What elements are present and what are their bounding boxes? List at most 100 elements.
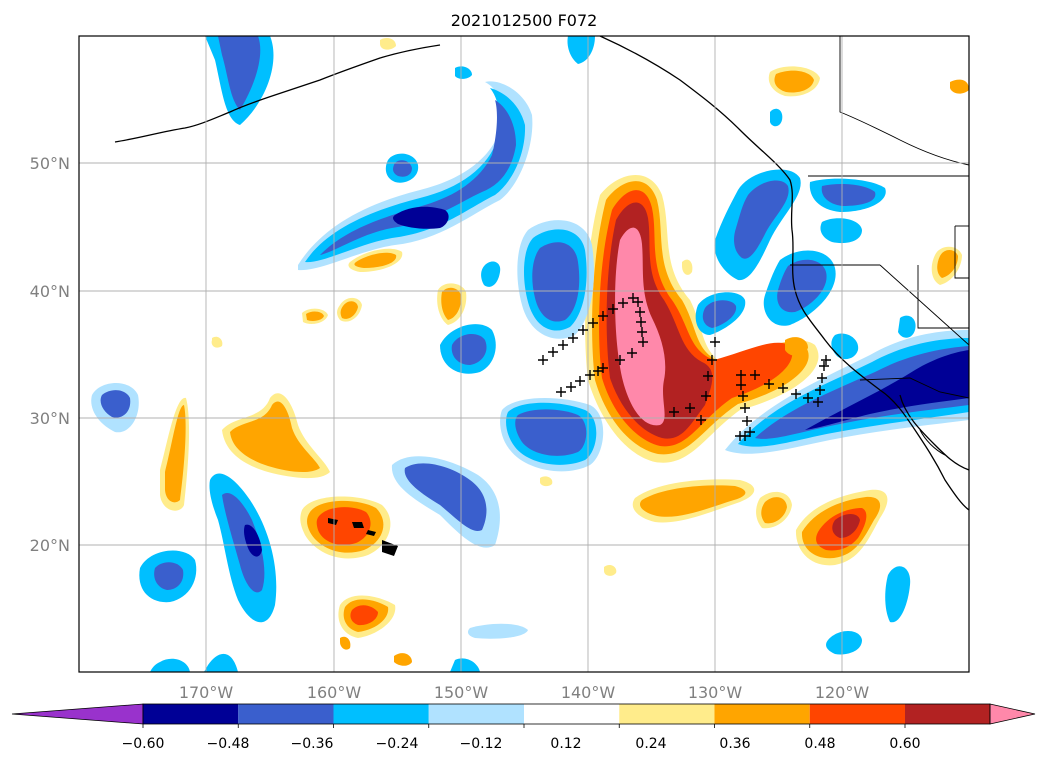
plus-marker <box>742 416 752 426</box>
latitude-labels: 50°N 40°N 30°N 20°N <box>30 154 70 555</box>
plus-marker <box>764 379 774 389</box>
plus-marker <box>815 385 825 395</box>
lat-label-40n: 40°N <box>30 282 70 301</box>
colorbar-tick-label: 0.48 <box>804 736 835 752</box>
pos-blob-sm-b <box>540 476 553 487</box>
plus-marker <box>575 376 585 386</box>
neg-blob-south-c <box>515 409 587 456</box>
lat-label-20n: 20°N <box>30 536 70 555</box>
pos-blob-ne <box>950 79 969 94</box>
neg-filament-north-c <box>320 100 516 255</box>
colorbar-tick-label: −0.24 <box>376 736 419 752</box>
pos-blob-sm-h <box>785 337 808 356</box>
colorbar-tick-label: −0.36 <box>291 736 334 752</box>
plus-marker <box>819 361 829 371</box>
neg-aleutian-b <box>218 36 261 110</box>
hawaii-islands <box>328 518 398 556</box>
plus-marker <box>701 391 711 401</box>
pos-blob-sm-f <box>380 38 396 50</box>
map-title: 2021012500 F072 <box>451 11 598 30</box>
plus-marker <box>696 415 706 425</box>
coastlines <box>114 36 969 511</box>
map-frame <box>78 35 970 673</box>
colorbar-tick-label: 0.12 <box>550 736 581 752</box>
plus-marker <box>736 370 746 380</box>
pos-blob-125w-2 <box>639 485 746 517</box>
neg-blob-e <box>898 315 916 338</box>
colorbar-tick-label: −0.60 <box>122 736 165 752</box>
plus-marker <box>735 431 745 441</box>
colorbar-tick-label: 0.60 <box>889 736 920 752</box>
plus-marker <box>568 333 578 343</box>
plus-marker <box>685 403 695 413</box>
neg-blob-hi-small <box>467 623 528 639</box>
plus-marker <box>750 370 760 380</box>
contour-field <box>91 36 969 672</box>
plus-marker <box>738 391 748 401</box>
lat-label-50n: 50°N <box>30 154 70 173</box>
pos-blob-165w-2 <box>230 401 320 473</box>
plus-marker <box>736 380 746 390</box>
colorbar-segment <box>714 704 810 724</box>
plus-marker <box>558 340 568 350</box>
plus-marker <box>538 355 548 365</box>
plus-marker <box>548 347 558 357</box>
colorbar-segment <box>428 704 524 724</box>
colorbar-segment <box>905 704 990 724</box>
pos-blob-155n-2 <box>354 252 397 268</box>
neg-blob-bc-core <box>821 184 876 206</box>
plus-marker <box>778 383 788 393</box>
neg-blob-135w-n-core <box>734 180 789 259</box>
lon-label-160w: 160°W <box>307 683 362 702</box>
neg-blob-145w-core <box>451 333 487 365</box>
pos-blob-sca-2 <box>937 250 958 278</box>
plus-marker <box>598 311 608 321</box>
political-borders <box>790 36 969 399</box>
pos-blob-alaska-2 <box>774 70 814 93</box>
pos-blob-sm-c <box>604 564 617 576</box>
plus-marker <box>740 403 750 413</box>
neg-blob-165w-core <box>244 524 262 557</box>
pos-blob-175w-2 <box>165 405 186 503</box>
plus-marker <box>615 355 625 365</box>
lon-label-150w: 150°W <box>434 683 489 702</box>
colorbar-tick-label: 0.24 <box>635 736 666 752</box>
colorbar-extension-high <box>989 703 1036 725</box>
neg-blob-140w-c <box>532 242 580 322</box>
neg-blob-ne-small <box>820 218 862 244</box>
pos-blob-hi-3 <box>316 507 371 546</box>
plus-marker <box>598 363 608 373</box>
pos-blob-157w-2 <box>340 301 358 319</box>
plus-marker <box>588 318 598 328</box>
plus-marker <box>707 355 717 365</box>
neg-blob-h <box>204 653 238 672</box>
neg-blob-d <box>831 333 859 360</box>
plus-marker <box>585 370 595 380</box>
station-markers <box>538 293 831 441</box>
lon-label-120w: 120°W <box>815 683 870 702</box>
plus-marker <box>710 337 720 347</box>
colorbar <box>11 703 1036 728</box>
colorbar-segment <box>143 704 239 724</box>
pos-blob-162w-2 <box>306 311 324 321</box>
lon-label-130w: 130°W <box>688 683 743 702</box>
pos-blob-148w-2 <box>441 287 462 320</box>
plus-marker <box>703 371 713 381</box>
colorbar-segment <box>809 704 905 724</box>
colorbar-extension-low <box>11 703 144 725</box>
neg-blob-a <box>481 261 501 287</box>
neg-blob-c <box>770 108 783 127</box>
colorbar-tick-label: −0.12 <box>460 736 503 752</box>
colorbar-segment <box>333 704 429 724</box>
plus-marker <box>817 373 827 383</box>
plus-marker <box>618 298 628 308</box>
plus-marker <box>791 389 801 399</box>
neg-blob-175w-core <box>154 562 184 590</box>
colorbar-tick-label: −0.48 <box>207 736 250 752</box>
plus-marker <box>608 304 618 314</box>
neg-blob-150w-b <box>404 463 487 531</box>
longitude-labels: 170°W 160°W 150°W 140°W 130°W 120°W <box>179 683 870 702</box>
neg-band-se-core <box>805 350 969 430</box>
neg-filament-north-core <box>393 206 449 229</box>
